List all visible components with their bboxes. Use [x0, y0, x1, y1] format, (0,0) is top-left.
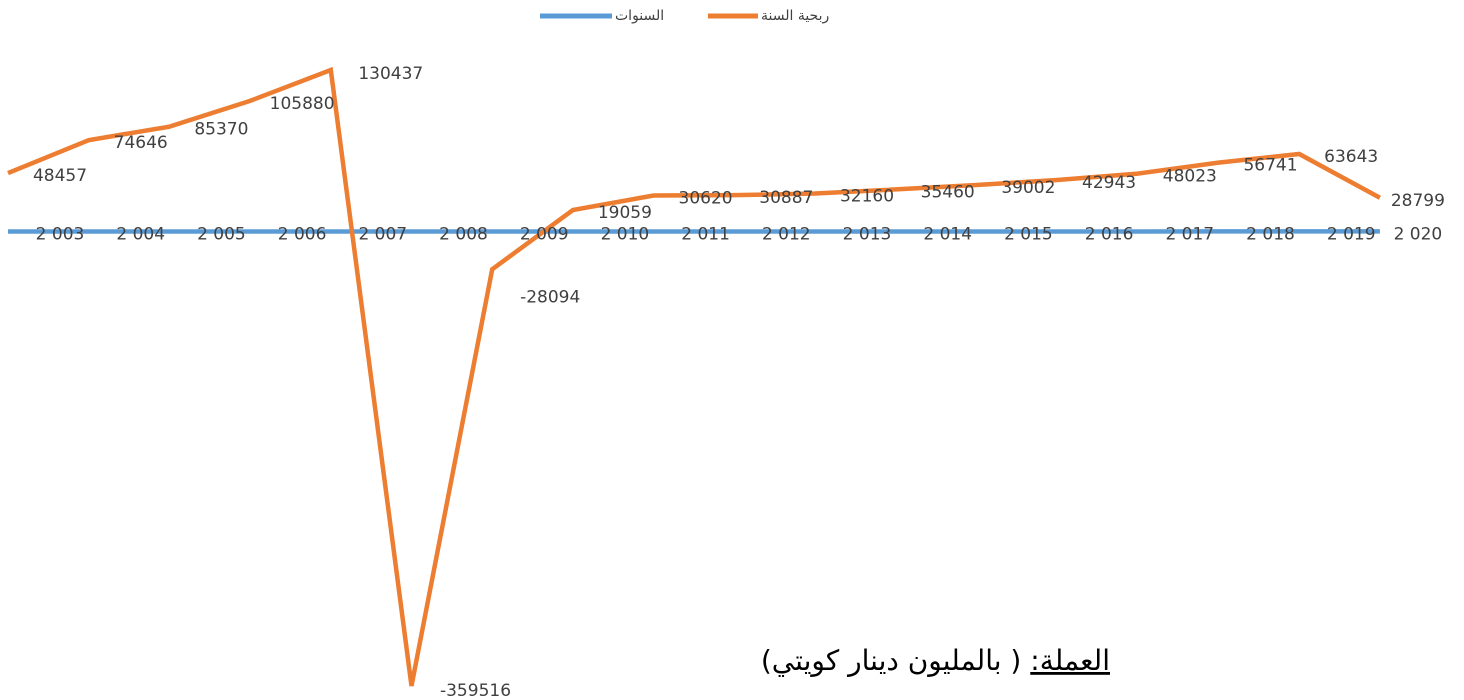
legend-label: السنوات	[615, 8, 664, 24]
data-label: -28094	[520, 287, 580, 307]
data-label: 2 004	[116, 224, 165, 244]
data-label: 56741	[1243, 156, 1297, 176]
data-label: 130437	[358, 64, 423, 84]
data-label: 2 011	[681, 224, 730, 244]
data-label: 30887	[759, 188, 813, 208]
data-label: 48023	[1163, 167, 1217, 187]
data-label: 2 003	[36, 224, 85, 244]
data-label: 2 018	[1246, 224, 1295, 244]
data-label: 28799	[1391, 191, 1445, 211]
annotation-text: ( بالمليون دينار كويتي)	[761, 644, 1021, 677]
data-label: -359516	[440, 681, 511, 696]
annotation: العملة: ( بالمليون دينار كويتي)	[761, 644, 1110, 677]
data-label: 2 016	[1085, 224, 1134, 244]
data-label: 39002	[1001, 178, 1055, 198]
data-label: 2 015	[1004, 224, 1053, 244]
data-label: 85370	[194, 120, 248, 140]
data-label: 2 013	[843, 224, 892, 244]
data-label: 30620	[679, 188, 733, 208]
data-label: 2 010	[601, 224, 650, 244]
data-label: 2 009	[520, 224, 569, 244]
annotation-label: العملة:	[1030, 644, 1110, 677]
data-label: 2 006	[278, 224, 327, 244]
series-line	[8, 70, 1380, 686]
data-label: 48457	[33, 166, 87, 186]
data-label: 2 014	[923, 224, 972, 244]
data-label: 74646	[114, 133, 168, 153]
data-label: 2 008	[439, 224, 488, 244]
data-label: 35460	[921, 182, 975, 202]
data-label: 42943	[1082, 173, 1136, 193]
legend-label: ربحية السنة	[761, 8, 829, 24]
data-label: 2 005	[197, 224, 246, 244]
data-label: 63643	[1324, 147, 1378, 167]
data-label: 2 012	[762, 224, 811, 244]
data-label: 2 019	[1327, 224, 1376, 244]
data-label: 2 017	[1165, 224, 1214, 244]
data-label: 32160	[840, 187, 894, 207]
data-label: 19059	[598, 203, 652, 223]
data-label: 2 007	[358, 224, 407, 244]
data-label: 105880	[270, 94, 335, 114]
data-label: 2 020	[1394, 224, 1443, 244]
